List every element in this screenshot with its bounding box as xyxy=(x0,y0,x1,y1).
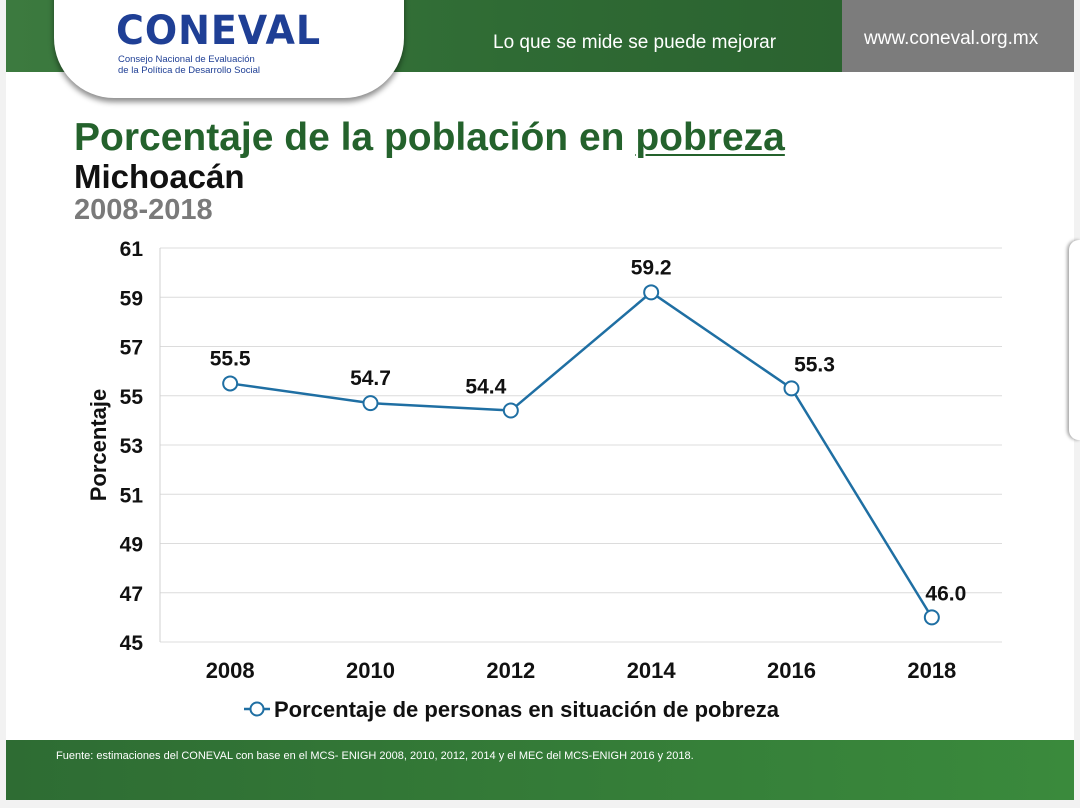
source-note: Fuente: estimaciones del CONEVAL con bas… xyxy=(56,750,694,762)
y-tick-label: 47 xyxy=(120,583,143,606)
data-point xyxy=(362,395,379,412)
website-url[interactable]: www.coneval.org.mx xyxy=(864,28,1039,49)
coneval-logo: CONEVAL xyxy=(116,8,322,54)
logo-subtitle-line-1: Consejo Nacional de Evaluación xyxy=(118,54,255,65)
state-name: Michoacán xyxy=(74,158,245,195)
data-point xyxy=(923,609,940,626)
x-tick-label: 2014 xyxy=(627,658,677,683)
logo-subtitle-line-2: de la Política de Desarrollo Social xyxy=(118,65,261,76)
header-url-panel: www.coneval.org.mx xyxy=(842,0,1074,72)
y-tick-label: 51 xyxy=(120,484,144,507)
legend-marker xyxy=(249,701,265,717)
x-tick-label: 2012 xyxy=(486,658,535,683)
y-tick-label: 57 xyxy=(120,337,143,360)
data-label: 55.3 xyxy=(794,353,835,376)
y-axis-title: Porcentaje xyxy=(86,389,111,502)
y-tick-label: 49 xyxy=(120,534,143,557)
y-tick-label: 53 xyxy=(120,435,143,458)
y-tick-label: 61 xyxy=(120,238,144,261)
slide: Lo que se mide se puede mejorar www.cone… xyxy=(6,0,1074,800)
chart-title: Porcentaje de la población en pobreza xyxy=(74,116,785,160)
data-point xyxy=(643,284,660,301)
title-text: Porcentaje de la población en xyxy=(74,116,636,159)
data-label: 55.5 xyxy=(210,347,251,370)
logo-panel: CONEVAL Consejo Nacional de Evaluación d… xyxy=(54,0,404,98)
x-tick-label: 2008 xyxy=(206,658,255,683)
series-line xyxy=(229,290,933,619)
data-point xyxy=(222,375,239,392)
line-chart: 61 59 57 55 53 51 49 47 45 Porcentaje 2008 2010 2012… xyxy=(86,238,1002,722)
x-tick-label: 2016 xyxy=(767,658,816,683)
y-tick-label: 55 xyxy=(120,386,144,409)
data-label: 54.7 xyxy=(350,367,391,390)
y-tick-label: 59 xyxy=(120,287,143,310)
data-label: 54.4 xyxy=(465,376,506,399)
data-label: 46.0 xyxy=(925,582,966,605)
x-tick-label: 2010 xyxy=(346,658,395,683)
legend-label: Porcentaje de personas en situación de p… xyxy=(274,697,780,722)
footer-bar: Fuente: estimaciones del CONEVAL con bas… xyxy=(6,740,1074,800)
x-tick-label: 2018 xyxy=(907,658,956,683)
data-point xyxy=(783,380,800,397)
tagline: Lo que se mide se puede mejorar xyxy=(493,32,777,53)
data-label: 59.2 xyxy=(631,256,672,279)
scrollbar-handle[interactable] xyxy=(1069,240,1080,440)
data-point xyxy=(502,402,519,419)
y-tick-label: 45 xyxy=(120,632,144,655)
period-label: 2008-2018 xyxy=(74,194,213,226)
title-underlined-word: pobreza xyxy=(635,116,785,159)
